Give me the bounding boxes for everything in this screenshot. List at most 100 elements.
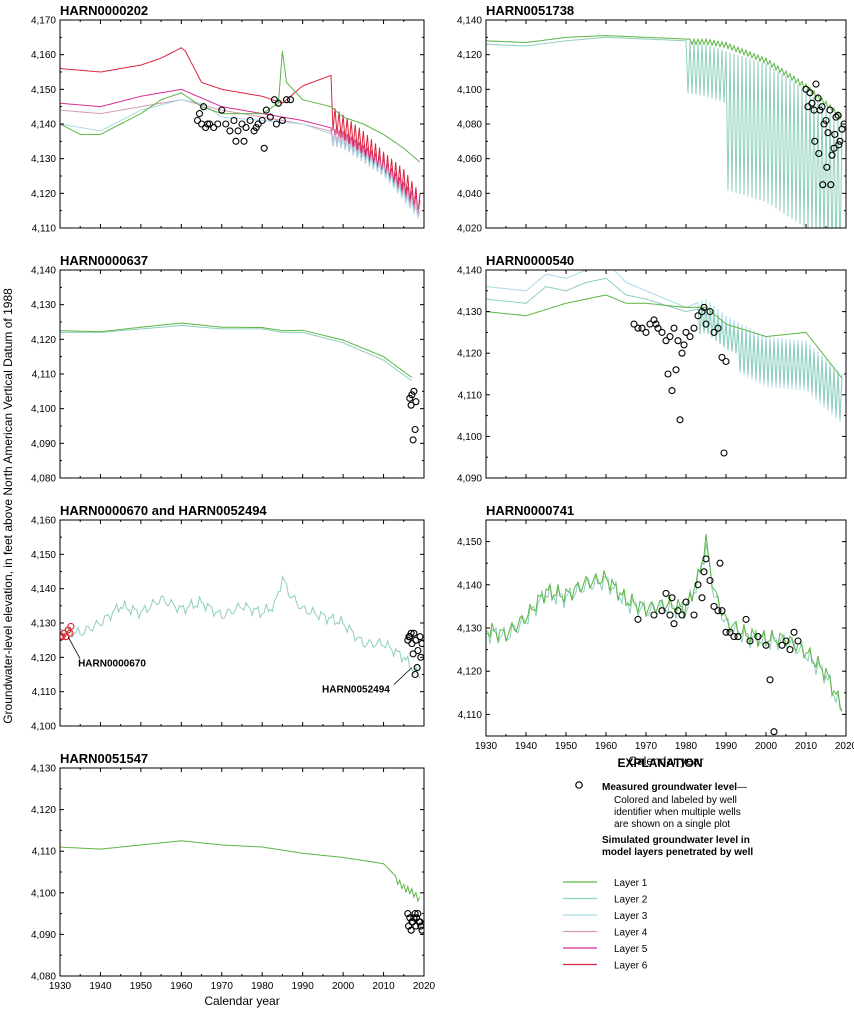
measured-point xyxy=(746,637,754,645)
y-tick-label: 4,150 xyxy=(31,550,56,561)
measured-point xyxy=(195,110,204,118)
measured-point xyxy=(811,137,819,145)
measured-point xyxy=(834,111,842,119)
measured-point xyxy=(668,387,676,395)
plot-area xyxy=(486,534,843,736)
y-tick-label: 4,100 xyxy=(31,722,56,733)
y-tick-label: 4,140 xyxy=(31,120,56,131)
measured-point xyxy=(706,576,714,585)
panel-frame xyxy=(59,269,425,479)
measured-point xyxy=(742,615,750,623)
y-tick-label: 4,130 xyxy=(31,619,56,630)
measured-point xyxy=(806,89,814,97)
measured-point xyxy=(407,629,415,637)
measured-point xyxy=(718,607,726,615)
y-tick-label: 4,110 xyxy=(32,687,57,698)
measured-point xyxy=(722,628,730,636)
plot-area xyxy=(486,35,846,228)
measured-point xyxy=(202,123,210,132)
x-tick-label: 2010 xyxy=(795,741,818,752)
measured-point xyxy=(410,387,418,395)
measured-point xyxy=(786,646,794,654)
y-tick-label: 4,150 xyxy=(31,85,56,96)
legend-layers: Layer 1 Layer 2 Layer 3 Layer 4 Layer 5 Layer… xyxy=(563,878,648,972)
x-tick-label: 1950 xyxy=(555,741,578,752)
measured-point xyxy=(412,398,420,406)
series-line-layer-1 xyxy=(486,294,843,379)
x-tick-label: 1960 xyxy=(170,981,193,992)
x-tick-label: 1990 xyxy=(292,981,315,992)
measured-point xyxy=(260,144,268,152)
measured-point xyxy=(720,449,728,457)
measured-point xyxy=(702,320,710,328)
measured-point xyxy=(666,611,674,619)
measured-point xyxy=(812,80,820,88)
measured-point xyxy=(200,103,208,111)
measured-point xyxy=(819,181,827,189)
measured-point xyxy=(240,137,248,145)
measured-point xyxy=(716,559,724,567)
measured-point xyxy=(408,391,416,399)
series-line-layer-1 xyxy=(486,35,843,121)
measured-point xyxy=(654,324,662,332)
measured-point xyxy=(650,611,658,619)
measured-point xyxy=(714,324,722,332)
y-tick-label: 4,100 xyxy=(457,432,482,443)
measured-point xyxy=(822,116,830,125)
measured-point xyxy=(710,602,718,610)
y-tick-label: 4,110 xyxy=(458,710,483,721)
measured-point xyxy=(206,120,214,128)
measured-point xyxy=(706,308,714,316)
x-tick-label: 1940 xyxy=(89,981,112,992)
measured-point xyxy=(404,910,412,918)
simulated-title-2: model layers penetrated by well xyxy=(602,847,753,858)
panel-title: HARN0000540 xyxy=(486,253,574,268)
plot-area xyxy=(60,840,424,934)
measured-point-red xyxy=(66,629,74,637)
measured-point xyxy=(698,308,706,316)
series-line-layer-3 xyxy=(486,270,843,423)
measured-point xyxy=(252,123,260,132)
plot-area xyxy=(486,270,843,457)
y-tick-label: 4,090 xyxy=(31,439,56,450)
series-line-layer-2 xyxy=(60,324,413,382)
measured-point xyxy=(782,637,790,645)
series-line-layer-1 xyxy=(486,534,843,712)
panel-frame xyxy=(485,269,847,479)
measured-point xyxy=(407,926,415,934)
measured-point xyxy=(230,116,238,125)
measured-point xyxy=(827,181,835,189)
panel-title: HARN0000637 xyxy=(60,253,148,268)
measured-point xyxy=(674,607,682,615)
measured-point xyxy=(836,137,844,145)
annotation-label: HARN0000670 xyxy=(78,659,146,670)
measured-point xyxy=(835,141,843,149)
measured-point xyxy=(218,106,226,114)
measured-point xyxy=(823,163,831,171)
panel-title: HARN0000670 and HARN0052494 xyxy=(60,503,267,518)
measured-point xyxy=(408,640,416,648)
measured-point xyxy=(682,598,690,606)
measured-point xyxy=(678,349,686,357)
x-tick-label: 1980 xyxy=(675,741,698,752)
y-axis-label: Groundwater-level elevation, in feet abo… xyxy=(1,288,15,724)
simulated-title-1: Simulated groundwater level in xyxy=(602,835,750,846)
y-tick-label: 4,080 xyxy=(31,972,56,983)
measured-point xyxy=(694,581,702,589)
measured-point xyxy=(404,636,412,644)
y-tick-label: 4,100 xyxy=(31,888,56,899)
measured-point xyxy=(814,94,822,102)
series-line-layer-6 xyxy=(60,47,421,215)
measured-point xyxy=(666,333,674,341)
measured-point xyxy=(658,328,666,336)
y-tick-label: 4,140 xyxy=(457,580,482,591)
measured-point xyxy=(234,127,242,135)
y-tick-label: 4,120 xyxy=(31,335,56,346)
measured-point xyxy=(254,120,262,128)
measured-point xyxy=(286,96,295,104)
measured-point xyxy=(700,303,708,311)
y-tick-label: 4,120 xyxy=(457,349,482,360)
panels: HARN0000202 4,110 4,120 4,130 4,140 4,150 4,16… xyxy=(31,3,854,1008)
y-tick-label: 4,140 xyxy=(457,16,482,27)
measured-point xyxy=(652,320,660,328)
